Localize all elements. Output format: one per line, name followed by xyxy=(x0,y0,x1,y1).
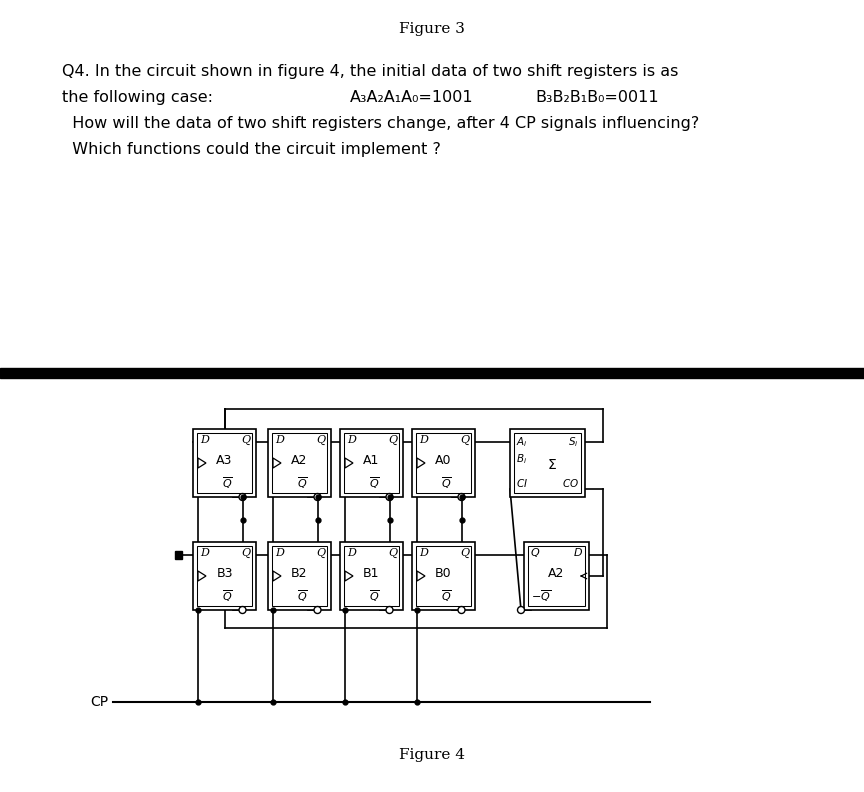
Text: Q: Q xyxy=(241,435,250,445)
Text: B2: B2 xyxy=(291,567,308,580)
Bar xyxy=(340,429,403,497)
Text: Q: Q xyxy=(388,548,397,558)
Text: $\overline{Q}$: $\overline{Q}$ xyxy=(369,588,380,604)
Bar xyxy=(344,546,399,606)
Circle shape xyxy=(239,607,246,614)
Text: A1: A1 xyxy=(364,454,379,466)
Text: B₃B₂B₁B₀=0011: B₃B₂B₁B₀=0011 xyxy=(535,90,658,105)
Text: $\overline{Q}$: $\overline{Q}$ xyxy=(222,588,233,604)
Text: Figure 3: Figure 3 xyxy=(399,22,465,36)
Circle shape xyxy=(386,493,393,501)
Text: $S_i$: $S_i$ xyxy=(569,435,579,449)
Text: Q: Q xyxy=(316,435,325,445)
Circle shape xyxy=(458,607,465,614)
Circle shape xyxy=(458,493,465,501)
Circle shape xyxy=(518,607,524,614)
Bar xyxy=(268,542,331,610)
Text: the following case:: the following case: xyxy=(62,90,213,105)
Text: $CI$: $CI$ xyxy=(516,477,528,489)
Circle shape xyxy=(314,493,321,501)
Bar xyxy=(272,546,327,606)
Bar xyxy=(528,546,585,606)
Text: Q: Q xyxy=(241,548,250,558)
Text: D: D xyxy=(275,548,284,558)
Text: How will the data of two shift registers change, after 4 CP signals influencing?: How will the data of two shift registers… xyxy=(62,116,699,131)
Text: D: D xyxy=(200,548,209,558)
Bar xyxy=(344,433,399,493)
Text: $A_i$: $A_i$ xyxy=(516,435,528,449)
Text: Figure 4: Figure 4 xyxy=(399,748,465,762)
Text: B1: B1 xyxy=(363,567,380,580)
Bar xyxy=(272,433,327,493)
Text: Q: Q xyxy=(460,548,469,558)
Bar xyxy=(0,368,864,378)
Text: $\overline{Q}$: $\overline{Q}$ xyxy=(297,475,308,491)
Text: $\overline{Q}$: $\overline{Q}$ xyxy=(442,588,452,604)
Text: Q: Q xyxy=(316,548,325,558)
Text: B0: B0 xyxy=(435,567,452,580)
Text: $B_i$: $B_i$ xyxy=(516,452,527,466)
Bar xyxy=(197,546,252,606)
Text: A3: A3 xyxy=(216,454,232,466)
Bar xyxy=(524,542,589,610)
Text: A2: A2 xyxy=(291,454,308,466)
Text: Which functions could the circuit implement ?: Which functions could the circuit implem… xyxy=(62,142,441,157)
Bar xyxy=(412,542,475,610)
Bar xyxy=(514,433,581,493)
Text: $\overline{Q}$: $\overline{Q}$ xyxy=(442,475,452,491)
Text: D: D xyxy=(419,548,428,558)
Text: Q: Q xyxy=(388,435,397,445)
Text: $-\overline{Q}$: $-\overline{Q}$ xyxy=(531,588,551,604)
Text: D: D xyxy=(347,548,356,558)
Bar xyxy=(193,429,256,497)
Circle shape xyxy=(314,607,321,614)
Text: Q: Q xyxy=(531,548,540,558)
Text: A₃A₂A₁A₀=1001: A₃A₂A₁A₀=1001 xyxy=(350,90,473,105)
Text: $\overline{Q}$: $\overline{Q}$ xyxy=(222,475,233,491)
Circle shape xyxy=(239,493,246,501)
Text: $CO$: $CO$ xyxy=(562,477,579,489)
Text: A2: A2 xyxy=(549,567,565,580)
Bar xyxy=(175,551,182,559)
Text: D: D xyxy=(574,548,582,558)
Bar xyxy=(268,429,331,497)
Text: D: D xyxy=(275,435,284,445)
Circle shape xyxy=(386,607,393,614)
Bar xyxy=(510,429,585,497)
Text: $\overline{Q}$: $\overline{Q}$ xyxy=(369,475,380,491)
Text: Q4. In the circuit shown in figure 4, the initial data of two shift registers is: Q4. In the circuit shown in figure 4, th… xyxy=(62,64,678,79)
Text: $\Sigma$: $\Sigma$ xyxy=(547,458,556,472)
Text: D: D xyxy=(347,435,356,445)
Text: $\overline{Q}$: $\overline{Q}$ xyxy=(297,588,308,604)
Text: D: D xyxy=(419,435,428,445)
Text: D: D xyxy=(200,435,209,445)
Bar xyxy=(340,542,403,610)
Text: Q: Q xyxy=(460,435,469,445)
Bar xyxy=(193,542,256,610)
Bar xyxy=(197,433,252,493)
Text: A0: A0 xyxy=(435,454,452,466)
Bar xyxy=(416,433,471,493)
Text: B3: B3 xyxy=(216,567,232,580)
Bar xyxy=(412,429,475,497)
Text: CP: CP xyxy=(90,695,108,709)
Bar xyxy=(416,546,471,606)
